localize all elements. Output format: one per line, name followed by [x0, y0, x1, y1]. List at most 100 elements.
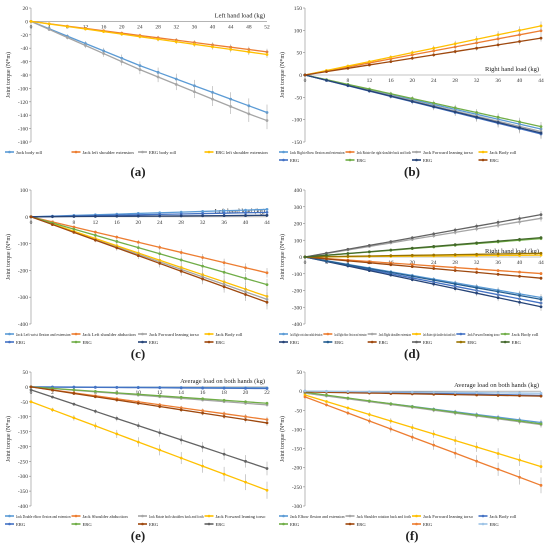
x-axis-label: Right hand load (kg) [485, 248, 539, 255]
data-point [120, 32, 124, 36]
data-point [325, 400, 328, 403]
data-point [518, 394, 521, 398]
data-point [389, 55, 393, 59]
x-tick-label: 0 [30, 24, 33, 30]
data-point [179, 386, 183, 390]
data-point [496, 391, 500, 395]
data-point [346, 247, 350, 251]
data-point [518, 28, 521, 32]
x-tick-label: 12 [367, 78, 373, 84]
y-tick-label: -100 [18, 242, 28, 248]
data-point [496, 223, 500, 227]
legend-marker [8, 522, 11, 526]
data-point [102, 30, 106, 33]
series-line [304, 74, 542, 128]
panel-label: (a) [130, 164, 146, 179]
data-point [475, 286, 479, 290]
data-point [496, 296, 500, 300]
data-point [475, 459, 479, 463]
data-point [47, 28, 51, 31]
data-point [115, 235, 119, 239]
data-point [265, 401, 269, 405]
legend-entry: Jack left shoulder extension [83, 150, 135, 155]
x-tick-label: 28 [452, 78, 458, 84]
data-point [367, 60, 371, 63]
x-tick-label: 8 [347, 78, 350, 84]
y-tick-label: 0 [299, 255, 302, 261]
series-line [304, 74, 542, 134]
data-point [222, 261, 226, 265]
data-point [325, 389, 328, 393]
legend-marker [459, 340, 463, 344]
data-point [72, 388, 76, 392]
data-point [179, 395, 183, 399]
data-point [475, 413, 479, 417]
data-point [138, 68, 142, 72]
legend-marker [207, 332, 211, 336]
panel-label: (f) [405, 528, 419, 543]
data-point [539, 131, 543, 135]
data-point [475, 391, 479, 395]
y-tick-label: -60 [21, 60, 29, 66]
legend-entry: Jack Shoulder rotation back and forth [357, 514, 412, 519]
legend-entry: ERG [379, 340, 389, 345]
data-point [346, 254, 350, 258]
data-point [539, 125, 543, 128]
y-tick-label: 0 [299, 389, 302, 395]
legend-marker [326, 332, 330, 336]
y-tick-label: -20 [21, 33, 29, 39]
data-point [367, 399, 371, 403]
data-point [475, 37, 479, 41]
series-line [30, 216, 268, 303]
data-point [496, 121, 500, 124]
data-point [93, 214, 97, 218]
series-line [30, 216, 268, 298]
data-point [432, 278, 436, 282]
data-point [539, 24, 543, 28]
data-point [432, 390, 436, 394]
data-point [303, 73, 307, 77]
legend-entry: ERG [149, 522, 159, 527]
data-point [367, 267, 371, 270]
legend-entry: ERG body roll [149, 150, 177, 155]
data-point [389, 402, 393, 406]
data-point [410, 278, 414, 282]
legend-entry: Jack Right wrist ulnar radial deviation [290, 332, 323, 337]
x-tick-label: 24 [431, 78, 437, 84]
y-tick-label: -250 [18, 459, 28, 465]
data-point [179, 408, 183, 412]
data-point [389, 427, 393, 431]
series-line [304, 256, 542, 275]
series-line [304, 256, 542, 308]
data-point [244, 211, 247, 215]
panel-label: (d) [404, 346, 420, 361]
legend-entry: Jack Double elbow flexion and extension [16, 514, 71, 519]
data-point [265, 418, 269, 422]
data-point [136, 392, 140, 396]
x-tick-label: 28 [155, 24, 161, 30]
data-point [179, 251, 183, 254]
x-tick-label: 32 [474, 260, 480, 266]
data-point [453, 45, 457, 49]
data-point [518, 126, 521, 130]
data-point [136, 440, 140, 444]
data-point [174, 40, 178, 44]
x-tick-label: 36 [495, 78, 501, 84]
data-point [325, 393, 328, 397]
data-point [201, 212, 205, 215]
data-point [201, 445, 205, 449]
series-line [30, 389, 268, 470]
x-tick-label: 32 [173, 24, 179, 30]
data-point [518, 120, 521, 124]
data-point [29, 215, 33, 219]
data-point [244, 400, 247, 404]
legend-marker [481, 514, 485, 518]
data-point [222, 398, 226, 402]
data-point [432, 443, 436, 447]
series-line [304, 30, 542, 76]
series-line [304, 391, 542, 397]
x-tick-label: 40 [517, 260, 523, 266]
data-point [72, 385, 76, 389]
data-point [496, 290, 500, 294]
y-tick-label: -140 [18, 113, 28, 119]
